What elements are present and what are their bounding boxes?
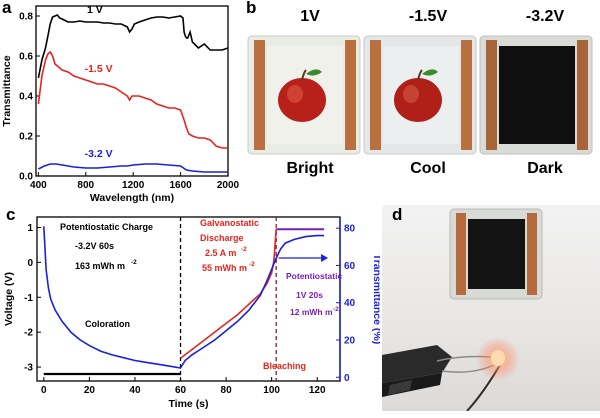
annotation-pot-title: Potentiostatic [286,271,342,281]
x-tick-label: 1600 [169,180,192,191]
device-photo-bright [247,35,361,155]
annotation-coloration: Coloration [85,319,130,329]
y-axis-label: Voltage (V) [3,272,15,326]
annotation-charge-title: Potentiostatic Charge [60,222,153,232]
arrow-head [321,254,329,262]
y2-tick-label: 80 [344,224,356,235]
y2-axis-label: Transmittance (%) [371,254,380,344]
x-tick-label: 1200 [122,180,145,191]
annotation-pot-voltage: 1V 20s [296,290,323,300]
panel-label-c: c [6,205,16,224]
annotation-discharge-title: Galvanostatic [200,218,259,228]
series-label: -3.2 V [85,148,113,160]
annotation-discharge-subtitle: Discharge [200,233,244,243]
plot-frame [35,5,229,177]
superscript: -2 [333,306,339,313]
series-line [37,14,229,79]
y-tick-label: 0.2 [19,132,33,143]
x-tick-label: 800 [77,180,94,191]
device-photos [247,35,593,155]
device-photo-cool [363,35,477,155]
series-label: 1 V [87,4,103,16]
device-state-label-bright: Bright [286,160,334,177]
y-tick-label: -1 [24,293,33,304]
annotation-pot-energy: 12 mWh m [290,307,333,317]
x-tick-label: 100 [263,385,280,396]
annotation-charge-energy: 163 mWh m [75,261,125,271]
panel-c: 0 20 40 60 80 100 120 -3 -2 -1 0 1 0 20 40 60 80 Time (s)… [0,205,383,413]
x-tick-label: 2000 [217,180,240,191]
y-axis-label: Transmittance [1,55,13,126]
panel-b: b 1V -1.5V -3.2V [240,0,600,205]
y-tick-label: -3 [24,363,33,374]
transmittance-spectrum-chart: 400 800 1200 1600 2000 0.0 0.2 0.4 0.6 0.8 Wavelen… [1,4,240,204]
y-tick-label: 0 [27,258,33,269]
x-tick-label: 120 [309,385,326,396]
series-line [180,229,277,359]
device-photo-dark [479,35,593,155]
y2-tick-label: 0 [344,373,350,384]
x-tick-label: 40 [129,385,141,396]
device-voltage-label-3: -3.2V [525,8,565,25]
series-line [38,163,228,173]
annotation-charge-voltage: -3.2V 60s [75,241,114,251]
series-line [37,50,228,149]
x-tick-label: 20 [84,385,96,396]
x-tick-label: 0 [41,385,47,396]
x-tick-label: 60 [175,385,187,396]
panel-d [382,205,600,413]
y-tick-label: 1 [27,223,33,234]
device-state-label-cool: Cool [410,160,446,177]
annotation-bleaching: Bleaching [263,361,306,371]
device-voltage-label-1: 1V [300,8,320,25]
x-axis-label: Wavelength (nm) [90,192,174,204]
device-voltage-label-2: -1.5V [408,8,448,25]
y2-tick-label: 40 [344,298,356,309]
x-tick-label: 80 [221,385,233,396]
x-tick-label: 400 [30,180,47,191]
y-tick-label: 0.6 [19,52,33,63]
panel-a: 400 800 1200 1600 2000 0.0 0.2 0.4 0.6 0.8 Wavelen… [0,0,240,205]
y-tick-label: 0.8 [19,12,33,23]
annotation-discharge-current: 2.5 A m [205,248,236,258]
y-tick-label: 0.0 [19,172,33,183]
superscript: -2 [249,261,255,268]
led-demo-photo [382,205,600,412]
y-tick-label: 0.4 [19,92,33,103]
annotation-discharge-energy: 55 mWh m [202,263,247,273]
x-axis-label: Time (s) [168,398,208,410]
device-state-label-dark: Dark [527,160,563,177]
panel-label-b: b [246,0,257,17]
y2-tick-label: 20 [344,336,356,347]
panel-label-d: d [392,205,403,224]
series-label: -1.5 V [85,63,113,75]
y2-tick-label: 60 [344,261,356,272]
superscript: -2 [241,246,247,253]
series-line [43,226,325,369]
y-tick-label: -2 [24,328,33,339]
superscript: -2 [131,259,137,266]
panel-label-a: a [2,0,12,17]
